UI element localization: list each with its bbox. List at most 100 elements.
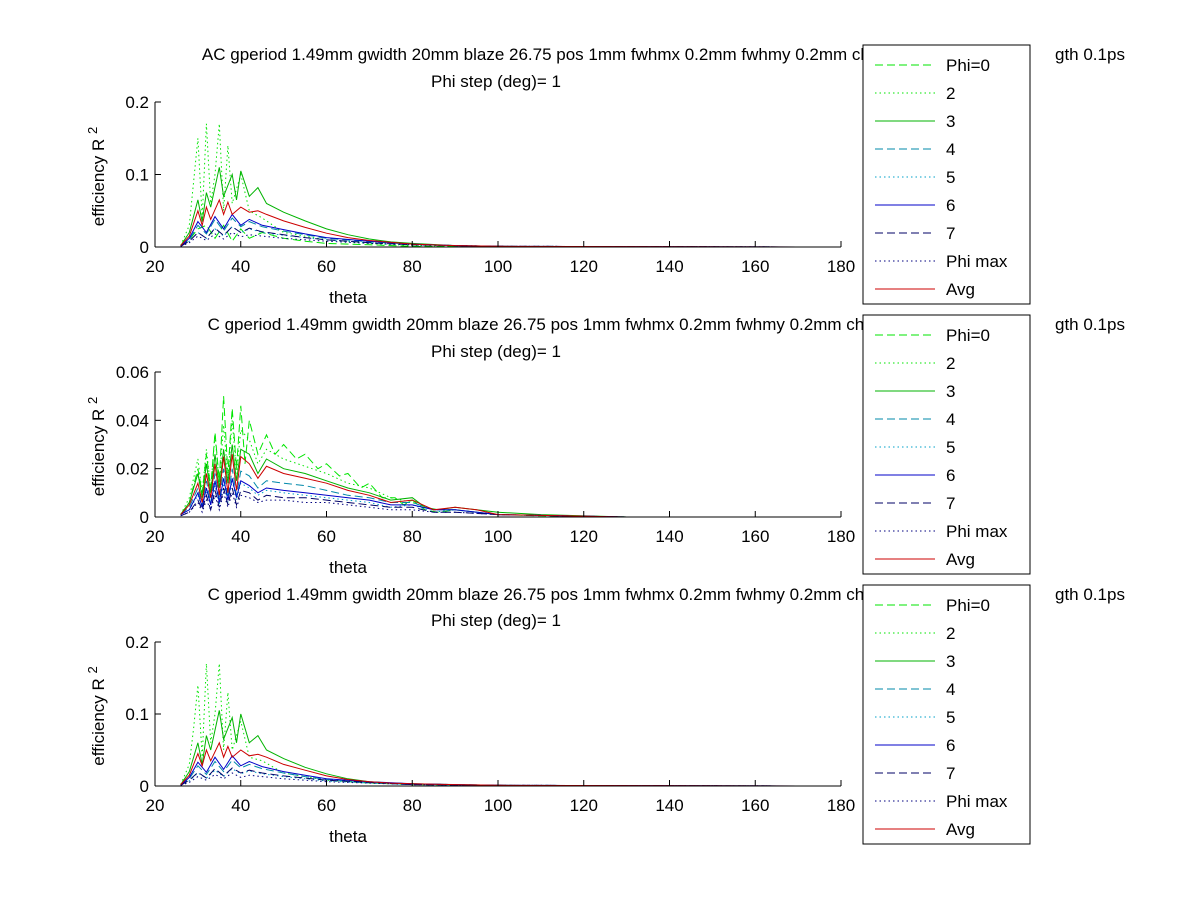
legend-label: Phi=0 (946, 326, 990, 345)
legend-label: 7 (946, 494, 955, 513)
x-axis-label: theta (329, 558, 367, 577)
chart-title-tail: gth 0.1ps (1055, 45, 1125, 64)
x-tick-label: 160 (741, 796, 769, 815)
y-tick-label: 0.02 (116, 460, 149, 479)
y-tick-label: 0.2 (125, 93, 149, 112)
x-tick-label: 180 (827, 796, 855, 815)
legend-label: 4 (946, 410, 955, 429)
chart-panel-3: C gperiod 1.49mm gwidth 20mm blaze 26.75… (85, 584, 1125, 846)
series-line-1 (180, 224, 799, 248)
x-tick-label: 140 (655, 257, 683, 276)
x-tick-label: 140 (655, 527, 683, 546)
legend-label: 5 (946, 168, 955, 187)
x-tick-label: 120 (570, 257, 598, 276)
legend-label: 3 (946, 652, 955, 671)
legend-label: Phi max (946, 522, 1008, 541)
x-tick-label: 80 (403, 796, 422, 815)
x-tick-label: 140 (655, 796, 683, 815)
legend-label: Avg (946, 550, 975, 569)
legend-label: Avg (946, 820, 975, 839)
y-axis-label: efficiency R 2 (85, 397, 108, 497)
legend-label: 2 (946, 354, 955, 373)
legend-label: 7 (946, 764, 955, 783)
x-tick-label: 100 (484, 796, 512, 815)
legend-label: 5 (946, 438, 955, 457)
legend-box (862, 314, 1031, 575)
chart-panel-2: C gperiod 1.49mm gwidth 20mm blaze 26.75… (85, 314, 1125, 577)
legend-label: 3 (946, 112, 955, 131)
legend-label: 7 (946, 224, 955, 243)
series-line-9 (180, 198, 799, 248)
y-tick-label: 0.1 (125, 705, 149, 724)
x-tick-label: 40 (231, 527, 250, 546)
chart-subtitle: Phi step (deg)= 1 (431, 611, 561, 630)
series-group (180, 663, 799, 787)
legend: Phi=0 2 3 4 5 6 7 Phi max Avg (862, 314, 1031, 575)
y-tick-label: 0.2 (125, 633, 149, 652)
legend-label: 6 (946, 736, 955, 755)
x-tick-label: 180 (827, 257, 855, 276)
series-line-1 (180, 396, 799, 518)
chart-title: C gperiod 1.49mm gwidth 20mm blaze 26.75… (208, 315, 913, 334)
x-tick-label: 120 (570, 527, 598, 546)
chart-title: C gperiod 1.49mm gwidth 20mm blaze 26.75… (208, 585, 913, 604)
series-line-8 (180, 490, 799, 518)
legend-box (862, 584, 1031, 845)
series-line-4 (180, 468, 799, 518)
series-line-9 (180, 454, 799, 518)
legend-label: Phi=0 (946, 56, 990, 75)
y-tick-label: 0.1 (125, 166, 149, 185)
y-tick-label: 0.04 (116, 411, 149, 430)
legend: Phi=0 2 3 4 5 6 7 Phi max Avg (862, 584, 1031, 845)
y-tick-label: 0.06 (116, 363, 149, 382)
legend-label: 5 (946, 708, 955, 727)
legend: Phi=0 2 3 4 5 6 7 Phi max Avg (862, 44, 1031, 305)
x-tick-label: 160 (741, 257, 769, 276)
series-line-7 (180, 226, 799, 248)
y-tick-label: 0 (140, 238, 149, 257)
legend-label: Phi max (946, 792, 1008, 811)
x-tick-label: 80 (403, 257, 422, 276)
x-tick-label: 40 (231, 796, 250, 815)
chart-title-tail: gth 0.1ps (1055, 315, 1125, 334)
x-tick-label: 20 (146, 796, 165, 815)
series-line-9 (180, 741, 799, 787)
legend-label: 6 (946, 466, 955, 485)
x-axis-label: theta (329, 288, 367, 307)
x-tick-label: 100 (484, 527, 512, 546)
legend-box (862, 44, 1031, 305)
x-tick-label: 100 (484, 257, 512, 276)
legend-label: 4 (946, 680, 955, 699)
x-tick-label: 20 (146, 257, 165, 276)
series-line-7 (180, 487, 799, 518)
x-tick-label: 180 (827, 527, 855, 546)
series-line-4 (180, 759, 799, 787)
legend-label: 3 (946, 382, 955, 401)
y-axis-label: efficiency R 2 (85, 666, 108, 766)
chart-subtitle: Phi step (deg)= 1 (431, 342, 561, 361)
chart-panel-1: AC gperiod 1.49mm gwidth 20mm blaze 26.7… (85, 44, 1125, 307)
y-tick-label: 0 (140, 508, 149, 527)
series-line-2 (180, 123, 799, 248)
x-tick-label: 60 (317, 527, 336, 546)
x-tick-label: 60 (317, 257, 336, 276)
series-line-6 (180, 478, 799, 518)
legend-label: 2 (946, 624, 955, 643)
chart-title-tail: gth 0.1ps (1055, 585, 1125, 604)
x-tick-label: 120 (570, 796, 598, 815)
x-tick-label: 60 (317, 796, 336, 815)
x-tick-label: 80 (403, 527, 422, 546)
x-tick-label: 160 (741, 527, 769, 546)
legend-label: Phi=0 (946, 596, 990, 615)
legend-label: Phi max (946, 252, 1008, 271)
y-axis-label: efficiency R 2 (85, 127, 108, 227)
x-tick-label: 20 (146, 527, 165, 546)
chart-subtitle: Phi step (deg)= 1 (431, 72, 561, 91)
x-axis-label: theta (329, 827, 367, 846)
legend-label: Avg (946, 280, 975, 299)
series-group (180, 396, 799, 518)
legend-label: 4 (946, 140, 955, 159)
y-tick-label: 0 (140, 777, 149, 796)
series-line-8 (180, 772, 799, 787)
